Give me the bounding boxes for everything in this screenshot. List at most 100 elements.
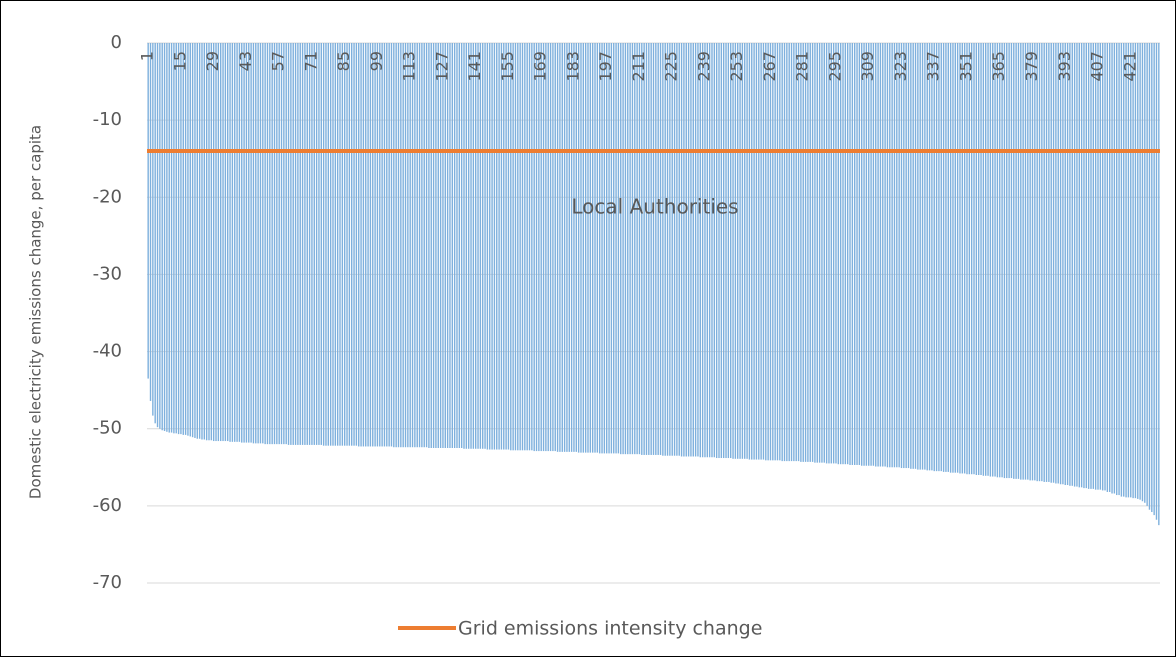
bar <box>423 43 425 448</box>
bar <box>460 43 463 448</box>
bar <box>418 43 421 448</box>
bar <box>386 43 388 447</box>
bar <box>1139 43 1141 500</box>
bar <box>1080 43 1083 488</box>
x-tick-label: 183 <box>563 51 582 82</box>
bar <box>769 43 772 461</box>
bar <box>720 43 723 459</box>
bar <box>713 43 716 458</box>
bar <box>980 43 982 475</box>
bar <box>657 43 659 455</box>
bar <box>372 43 374 447</box>
bar <box>1148 43 1151 510</box>
bar <box>919 43 921 470</box>
bar <box>641 43 643 455</box>
bar <box>1059 43 1062 485</box>
bar <box>669 43 671 456</box>
bar <box>690 43 692 457</box>
bar <box>863 43 865 466</box>
bar <box>1050 43 1052 483</box>
bar <box>154 43 156 424</box>
bar <box>1137 43 1139 499</box>
bar <box>921 43 924 470</box>
bar <box>519 43 521 451</box>
bar <box>411 43 414 448</box>
bar <box>730 43 732 459</box>
bar <box>236 43 238 442</box>
bar <box>444 43 446 448</box>
bar <box>245 43 248 443</box>
x-tick-label: 197 <box>596 51 615 82</box>
bar <box>547 43 549 452</box>
bar <box>732 43 734 459</box>
bar <box>989 43 992 477</box>
bar <box>692 43 694 457</box>
bar <box>582 43 585 453</box>
legend: Grid emissions intensity change <box>398 618 762 640</box>
bar <box>1045 43 1048 482</box>
y-tick-label: -60 <box>93 495 122 516</box>
bar <box>227 43 229 442</box>
bar <box>697 43 699 457</box>
bar <box>823 43 825 463</box>
bar <box>676 43 678 456</box>
bar <box>718 43 720 459</box>
bar <box>353 43 355 446</box>
bar <box>631 43 634 455</box>
bar <box>900 43 903 469</box>
bar <box>1006 43 1008 479</box>
bar <box>533 43 535 452</box>
bar <box>308 43 311 445</box>
bar <box>1010 43 1013 479</box>
bar <box>271 43 273 445</box>
bar <box>807 43 809 462</box>
bars <box>147 43 1160 526</box>
x-tick-label: 85 <box>334 51 353 71</box>
x-tick-label: 253 <box>727 51 746 82</box>
bar <box>746 43 748 459</box>
bar <box>797 43 800 462</box>
bar <box>629 43 631 455</box>
bar <box>1123 43 1125 497</box>
bar <box>1125 43 1127 498</box>
bar <box>954 43 956 473</box>
bar <box>1106 43 1109 492</box>
bar <box>804 43 807 462</box>
bar <box>879 43 882 467</box>
bar <box>1066 43 1069 486</box>
bar <box>163 43 166 432</box>
bar <box>573 43 575 452</box>
bar <box>1024 43 1027 480</box>
bar <box>273 43 276 445</box>
bar <box>837 43 840 465</box>
bar <box>524 43 526 451</box>
bar <box>624 43 627 455</box>
bar <box>865 43 868 466</box>
bar <box>1146 43 1148 506</box>
bar <box>1099 43 1102 490</box>
bar <box>577 43 580 453</box>
bar <box>477 43 479 449</box>
y-tick-label: -50 <box>93 418 122 439</box>
bar <box>1134 43 1137 499</box>
x-tick-label: 239 <box>694 51 713 82</box>
bar <box>280 43 283 445</box>
bar <box>526 43 528 451</box>
bar <box>486 43 489 450</box>
bar <box>184 43 187 435</box>
bar <box>360 43 362 447</box>
bar <box>748 43 751 460</box>
bar <box>795 43 797 462</box>
bar <box>767 43 769 461</box>
bar <box>287 43 290 445</box>
bar <box>1048 43 1050 482</box>
bar <box>219 43 222 442</box>
bar <box>680 43 683 457</box>
bar <box>977 43 980 475</box>
bar <box>945 43 947 472</box>
bar <box>914 43 917 469</box>
x-tick-label: 29 <box>203 51 222 71</box>
bar <box>369 43 372 447</box>
bar <box>1022 43 1024 480</box>
bar <box>269 43 271 445</box>
